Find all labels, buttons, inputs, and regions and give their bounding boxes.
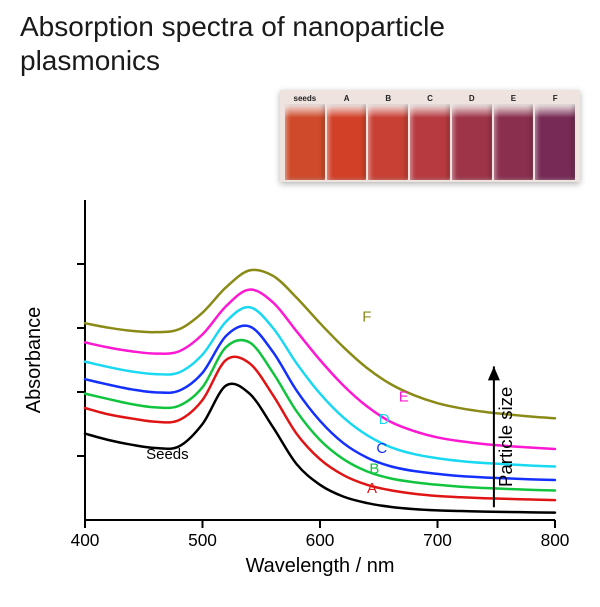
cuvette: seeds: [285, 94, 325, 180]
cuvette: E: [494, 94, 534, 180]
cuvette-photo: seeds A B C D E F: [280, 90, 580, 182]
cuvette-label: seeds: [294, 94, 317, 104]
cuvette-label: E: [511, 94, 516, 104]
cuvette: C: [410, 94, 450, 180]
cuvette-body: [494, 104, 534, 180]
x-axis-label: Wavelength / nm: [246, 555, 395, 577]
arrowhead-icon: [488, 366, 500, 380]
series-label-D: D: [379, 411, 390, 428]
cuvette-label: B: [385, 94, 391, 104]
x-tick-label: 400: [71, 530, 100, 550]
page-title: Absorption spectra of nanoparticle plasm…: [20, 10, 580, 78]
cuvette-body: [368, 104, 408, 180]
x-tick-label: 700: [423, 530, 452, 550]
series-E: [85, 290, 555, 449]
series-label-C: C: [376, 440, 387, 457]
cuvette-body: [327, 104, 367, 180]
cuvette-label: D: [469, 94, 475, 104]
cuvette-body: [285, 104, 325, 180]
series-label-A: A: [367, 480, 377, 497]
x-tick-label: 800: [541, 530, 570, 550]
spectrum-chart: 400 500 600 700 800 Wavelength / nm Absorbance…: [0, 200, 600, 590]
series-label-B: B: [369, 461, 379, 478]
series-label-F: F: [362, 309, 371, 326]
cuvette-body: [410, 104, 450, 180]
chart-area: 400 500 600 700 800 Wavelength / nm Absorbance…: [0, 200, 600, 590]
series-B: [85, 340, 555, 490]
cuvette-body: [452, 104, 492, 180]
cuvette: B: [368, 94, 408, 180]
cuvette-label: A: [344, 94, 350, 104]
cuvette-row: seeds A B C D E F: [280, 90, 580, 182]
cuvette-label: C: [427, 94, 433, 104]
x-tick-label: 600: [306, 530, 335, 550]
cuvette-label: F: [553, 94, 558, 104]
page-root: Absorption spectra of nanoparticle plasm…: [0, 0, 600, 607]
cuvette-body: [535, 104, 575, 180]
x-tick-label: 500: [188, 530, 217, 550]
series-label-Seeds: Seeds: [146, 446, 189, 463]
cuvette: F: [535, 94, 575, 180]
series-label-E: E: [399, 389, 409, 406]
cuvette: D: [452, 94, 492, 180]
y-axis-label: Absorbance: [23, 307, 45, 413]
cuvette: A: [327, 94, 367, 180]
particle-size-label: Particle size: [495, 387, 516, 487]
series-F: [85, 270, 555, 418]
